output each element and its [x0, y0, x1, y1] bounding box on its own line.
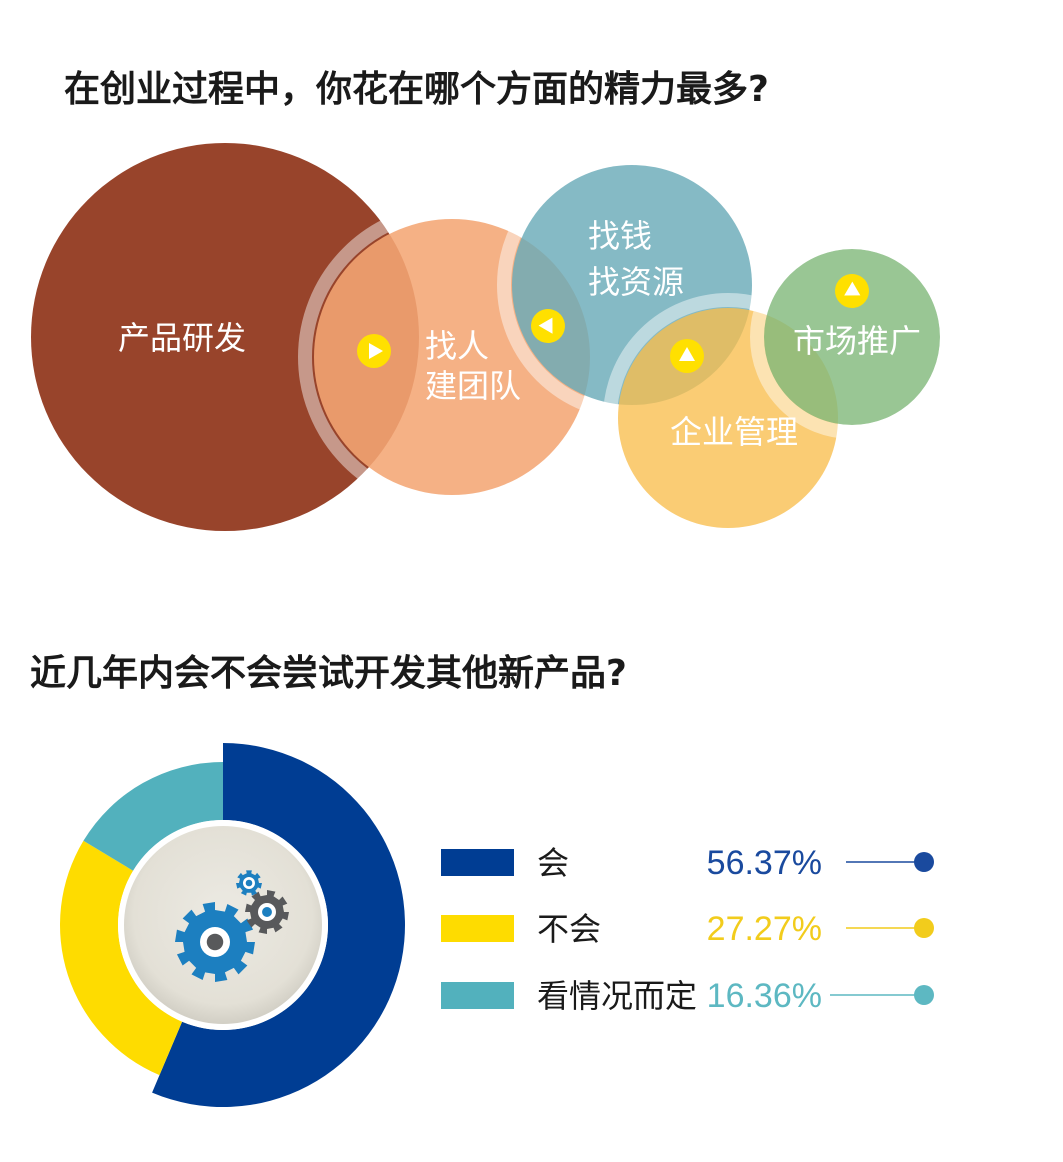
legend-depends-label: 看情况而定	[537, 977, 697, 1015]
legend-no-swatch	[441, 915, 514, 942]
bubble-funding-label: 找资源	[588, 263, 684, 301]
bubble-management-label: 企业管理	[670, 413, 798, 451]
bubble-hiring-label: 找人	[425, 327, 489, 365]
bubble-marketing-circle	[764, 249, 940, 425]
legend-yes-label: 会	[537, 844, 569, 882]
arrow-down-left-icon	[835, 274, 869, 308]
small-gear-icon	[236, 870, 262, 896]
legend-no-value: 27.27%	[707, 910, 822, 948]
bubble-marketing	[750, 235, 954, 439]
legend-depends: 看情况而定 16.36%	[441, 977, 934, 1015]
section1-title: 在创业过程中，你花在哪个方面的精力最多?	[64, 69, 769, 110]
bubble-funding-label: 找钱	[588, 217, 652, 255]
legend-no-dot	[914, 918, 934, 938]
large-gear-icon	[175, 902, 255, 982]
slice-yes	[152, 743, 405, 1107]
legend-no-label: 不会	[537, 910, 601, 948]
legend-depends-value: 16.36%	[707, 977, 822, 1015]
legend-yes-swatch	[441, 849, 514, 876]
bubble-marketing-ring	[750, 235, 954, 439]
legend-no: 不会 27.27%	[441, 910, 934, 948]
arrow-right-icon	[357, 334, 391, 368]
inner-disc	[124, 826, 322, 1024]
legend-yes: 会 56.37%	[441, 844, 934, 882]
bubble-product-rd	[31, 143, 419, 531]
slice-no	[60, 840, 183, 1076]
bubble-marketing-label: 市场推广	[793, 322, 921, 360]
slice-depends	[83, 762, 223, 871]
arrow-up-icon	[670, 339, 704, 373]
legend-depends-dot	[914, 985, 934, 1005]
section2-title: 近几年内会不会尝试开发其他新产品?	[30, 653, 627, 694]
inner-ring	[118, 820, 328, 1030]
medium-gear-icon	[245, 890, 289, 934]
legend-yes-value: 56.37%	[707, 844, 822, 882]
legend-depends-swatch	[441, 982, 514, 1009]
bubble-product-rd-label: 产品研发	[118, 319, 246, 357]
arrow-down-right-icon	[531, 309, 565, 343]
bubble-hiring-label: 建团队	[425, 367, 521, 405]
legend-yes-dot	[914, 852, 934, 872]
bubble-product-rd-circle	[31, 143, 419, 531]
